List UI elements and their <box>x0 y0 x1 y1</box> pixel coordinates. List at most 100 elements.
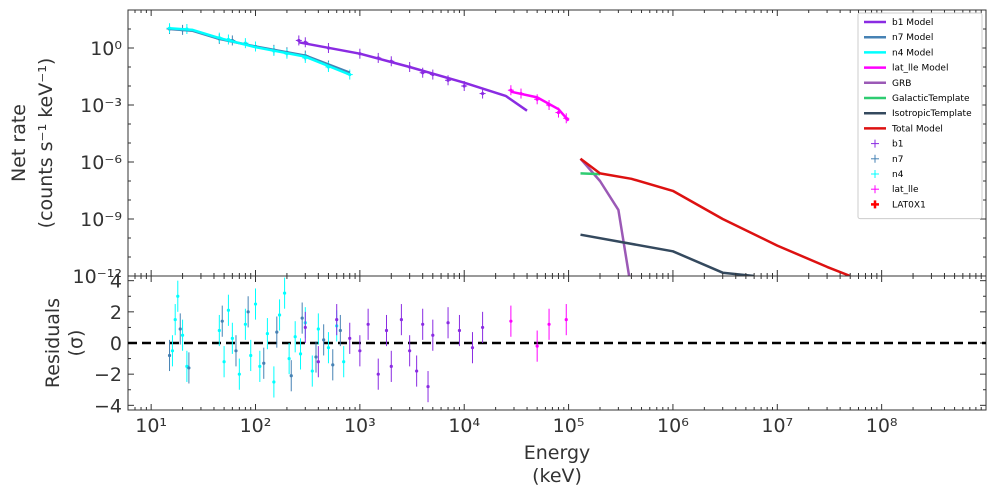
residual-series-lat_lle <box>509 304 568 362</box>
legend-box <box>857 12 983 220</box>
residual-layer <box>128 277 986 403</box>
legend-item: n4 <box>871 170 904 180</box>
residual-point <box>222 360 226 364</box>
residual-point <box>277 313 282 317</box>
residual-point <box>170 349 175 353</box>
y-tick-label: 0 <box>110 333 122 355</box>
residual-point <box>226 308 231 312</box>
x-tick-label: 10⁸ <box>866 415 898 437</box>
legend-label: n7 <box>892 155 903 165</box>
residual-point <box>457 328 462 333</box>
legend-label: IsotropicTemplate <box>892 109 972 119</box>
residual-point <box>258 364 262 368</box>
legend-label: lat_lle Model <box>892 64 948 74</box>
residual-point <box>415 369 419 373</box>
residual-point <box>310 369 314 373</box>
x-tick-label: 10⁷ <box>761 415 793 437</box>
legend-label: lat_lle <box>892 185 919 195</box>
legend: b1 Model n7 Model n4 Model lat_lle Model GRB… <box>857 12 983 220</box>
legend-item: IsotropicTemplate <box>864 109 972 119</box>
residual-point <box>262 361 266 365</box>
model-line-total-model <box>579 157 851 276</box>
residual-point <box>314 355 318 359</box>
residual-series-n7 <box>167 296 342 392</box>
residual-point <box>446 321 450 325</box>
residual-point <box>509 319 513 323</box>
energy-axis: 10¹ 10² 10³ 10⁴ 10⁵ 10⁶ 10⁷ 10⁸ Energy(keV) <box>127 10 982 487</box>
residual-point <box>187 366 191 370</box>
residual-point <box>300 316 304 320</box>
residual-point <box>384 328 389 333</box>
x-tick-label: 10⁵ <box>553 415 585 437</box>
residual-point <box>376 372 380 376</box>
residual-point <box>253 302 258 306</box>
residual-point <box>287 356 291 361</box>
legend-label: n4 <box>892 170 904 180</box>
data-point <box>480 91 485 96</box>
residual-point <box>234 349 238 353</box>
legend-item: n4 Model <box>864 48 933 58</box>
y-tick-label: 10⁻⁶ <box>80 152 122 174</box>
y-tick-label: 10⁻¹² <box>73 266 122 288</box>
residual-point <box>275 330 279 334</box>
data-series-b1 <box>295 35 486 99</box>
residual-point <box>289 374 293 378</box>
residual-point <box>282 291 287 295</box>
bottom-y-axis-unit: (σ) <box>65 330 87 357</box>
top-y-axis-unit: (counts s⁻¹ keV⁻¹) <box>35 58 57 229</box>
residual-point <box>358 349 362 353</box>
residual-point <box>167 353 172 358</box>
legend-label: n4 Model <box>892 48 933 58</box>
residual-point <box>421 322 425 326</box>
legend-label: b1 <box>892 140 903 150</box>
residual-point <box>335 318 339 322</box>
residual-point <box>426 385 430 389</box>
residual-point <box>176 294 180 298</box>
legend-item: b1 Model <box>864 18 933 28</box>
residual-point <box>331 363 335 367</box>
residual-point <box>265 332 269 336</box>
residual-point <box>408 349 412 353</box>
y-axis-labels: Net rate (counts s⁻¹ keV⁻¹) Residuals (σ) <box>8 58 87 388</box>
residual-point <box>399 318 403 322</box>
residual-point <box>173 318 177 322</box>
residual-point <box>480 325 485 330</box>
legend-label: LAT0X1 <box>892 200 926 210</box>
residual-point <box>220 319 224 323</box>
residual-point <box>322 338 326 342</box>
model-line-b1-model <box>298 41 528 112</box>
model-line-n7-model <box>169 27 351 74</box>
legend-item: lat_lle Model <box>864 64 948 74</box>
y-tick-label: 10⁻³ <box>80 95 122 117</box>
x-tick-label: 10⁴ <box>448 415 480 437</box>
legend-label: b1 Model <box>892 18 933 28</box>
legend-label: n7 Model <box>892 33 933 43</box>
residual-point <box>178 327 182 331</box>
residual-point <box>348 336 352 340</box>
x-tick-label: 10² <box>240 415 272 437</box>
residual-point <box>326 346 331 350</box>
residual-point <box>389 364 393 368</box>
x-axis-unit: (keV) <box>532 465 582 487</box>
y-tick-label: −4 <box>94 395 122 417</box>
x-axis-label: Energy <box>524 442 591 464</box>
residual-point <box>249 353 253 358</box>
data-point <box>462 84 466 88</box>
legend-label: GRB <box>892 79 911 89</box>
y-tick-label: −2 <box>94 364 122 386</box>
residual-point <box>547 322 551 326</box>
legend-label: Total Model <box>891 124 943 134</box>
model-line-galactictemplate <box>580 172 601 176</box>
top-data-layer <box>166 23 570 124</box>
residual-point <box>180 333 185 337</box>
residual-point <box>243 322 247 326</box>
residual-point <box>470 346 475 350</box>
x-tick-label: 10¹ <box>135 415 167 437</box>
residual-point <box>342 360 346 364</box>
residual-point <box>217 328 221 333</box>
legend-item: n7 Model <box>864 33 933 43</box>
residual-series-b1 <box>303 304 485 403</box>
bottom-y-axis-label: Residuals <box>42 298 64 388</box>
legend-item: lat_lle <box>871 185 919 195</box>
y-tick-label: 10⁰ <box>90 38 122 60</box>
